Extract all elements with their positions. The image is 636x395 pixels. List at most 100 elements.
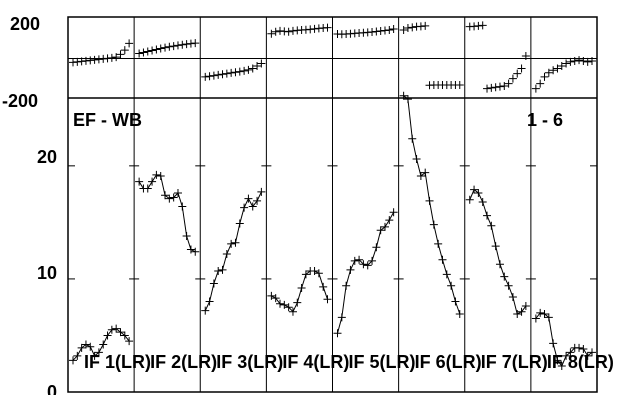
amplitude-point	[161, 191, 170, 200]
series-label: IF 3(LR)	[216, 352, 283, 372]
phase-point	[161, 43, 170, 52]
amplitude-point	[583, 351, 592, 360]
phase-point	[235, 67, 244, 76]
phase-point	[583, 57, 592, 66]
phase-point	[135, 49, 144, 58]
amplitude-point	[513, 309, 522, 318]
phase-point	[323, 23, 332, 32]
phase-point	[368, 28, 377, 37]
amplitude-point	[186, 245, 195, 254]
amplitude-point	[380, 222, 389, 231]
amplitude-point	[103, 331, 112, 340]
amplitude-point	[416, 172, 425, 181]
phase-point	[562, 59, 571, 68]
series-label: IF 7(LR)	[481, 352, 548, 372]
amplitude-point	[314, 269, 323, 278]
phase-point	[544, 68, 553, 77]
amplitude-point	[455, 309, 464, 318]
amplitude-point	[517, 307, 526, 316]
amplitude-point	[376, 226, 385, 235]
phase-ytick-min: -200	[2, 91, 38, 111]
phase-point	[103, 54, 112, 63]
amplitude-point	[214, 267, 223, 276]
amplitude-point	[276, 299, 285, 308]
amplitude-point	[491, 242, 500, 251]
phase-point	[504, 79, 513, 88]
amplitude-point	[293, 298, 302, 307]
amplitude-point	[557, 361, 566, 370]
amplitude-point	[544, 313, 553, 322]
amplitude-point	[359, 260, 368, 269]
amplitude-point	[267, 291, 276, 300]
phase-point	[470, 22, 479, 31]
phase-point	[557, 62, 566, 71]
amplitude-point	[562, 351, 571, 360]
phase-point	[186, 39, 195, 48]
amplitude-ytick-10: 10	[37, 263, 57, 283]
amplitude-point	[487, 221, 496, 230]
phase-point	[69, 58, 77, 67]
amplitude-point	[209, 279, 218, 288]
amplitude-point	[403, 95, 412, 104]
amplitude-point	[257, 187, 266, 196]
amplitude-point	[152, 170, 161, 179]
phase-point	[408, 23, 417, 32]
amplitude-point	[253, 196, 262, 205]
phase-point	[182, 40, 191, 49]
phase-point	[570, 57, 579, 66]
phase-point	[421, 21, 430, 30]
amplitude-point	[429, 220, 438, 229]
amplitude-point	[408, 134, 417, 143]
amplitude-point	[540, 309, 549, 318]
amplitude-point	[107, 325, 116, 334]
amplitude-point	[508, 293, 517, 302]
phase-point	[240, 66, 249, 75]
phase-point	[227, 68, 236, 77]
phase-point	[107, 53, 116, 62]
phase-point	[205, 72, 214, 81]
amplitude-point	[333, 329, 342, 338]
phase-point	[139, 48, 148, 57]
phase-point	[566, 57, 575, 66]
amplitude-point	[412, 155, 421, 164]
amplitude-point	[116, 328, 125, 337]
amplitude-point	[178, 202, 187, 211]
phase-point	[148, 46, 157, 55]
amplitude-series-line	[403, 95, 461, 315]
phase-point	[231, 68, 240, 77]
phase-point	[178, 40, 187, 49]
phase-point	[169, 42, 178, 51]
amplitude-point	[235, 219, 244, 228]
amplitude-point	[451, 297, 460, 306]
amplitude-point	[156, 172, 165, 181]
series-label: IF 2(LR)	[150, 352, 217, 372]
amplitude-point	[125, 337, 134, 346]
phase-point	[513, 69, 522, 78]
phase-point	[478, 21, 487, 30]
chart-marks: IF 1(LR) IF 2(LR) IF 3(LR) IF 4(LR) IF 5(LR)…	[67, 16, 614, 393]
phase-point	[372, 27, 381, 36]
amplitude-point	[77, 343, 86, 352]
phase-point	[517, 64, 526, 73]
amplitude-point	[280, 300, 289, 309]
amplitude-point	[500, 272, 509, 281]
phase-point	[86, 56, 95, 65]
phase-point	[588, 57, 596, 66]
phase-point	[284, 27, 293, 36]
phase-ytick-max: 200	[10, 14, 40, 34]
amplitude-point	[120, 331, 129, 340]
amplitude-point	[389, 208, 398, 217]
amplitude-point	[350, 256, 359, 265]
amplitude-point	[310, 267, 319, 276]
phase-point	[253, 62, 262, 71]
amplitude-point	[165, 194, 174, 203]
phase-point	[491, 83, 500, 92]
amplitude-point	[319, 282, 328, 291]
amplitude-point	[297, 283, 306, 292]
amplitude-point	[363, 261, 372, 270]
amplitude-point	[531, 314, 540, 323]
phase-point	[536, 79, 545, 88]
phase-point	[288, 26, 297, 35]
phase-point	[521, 51, 530, 60]
